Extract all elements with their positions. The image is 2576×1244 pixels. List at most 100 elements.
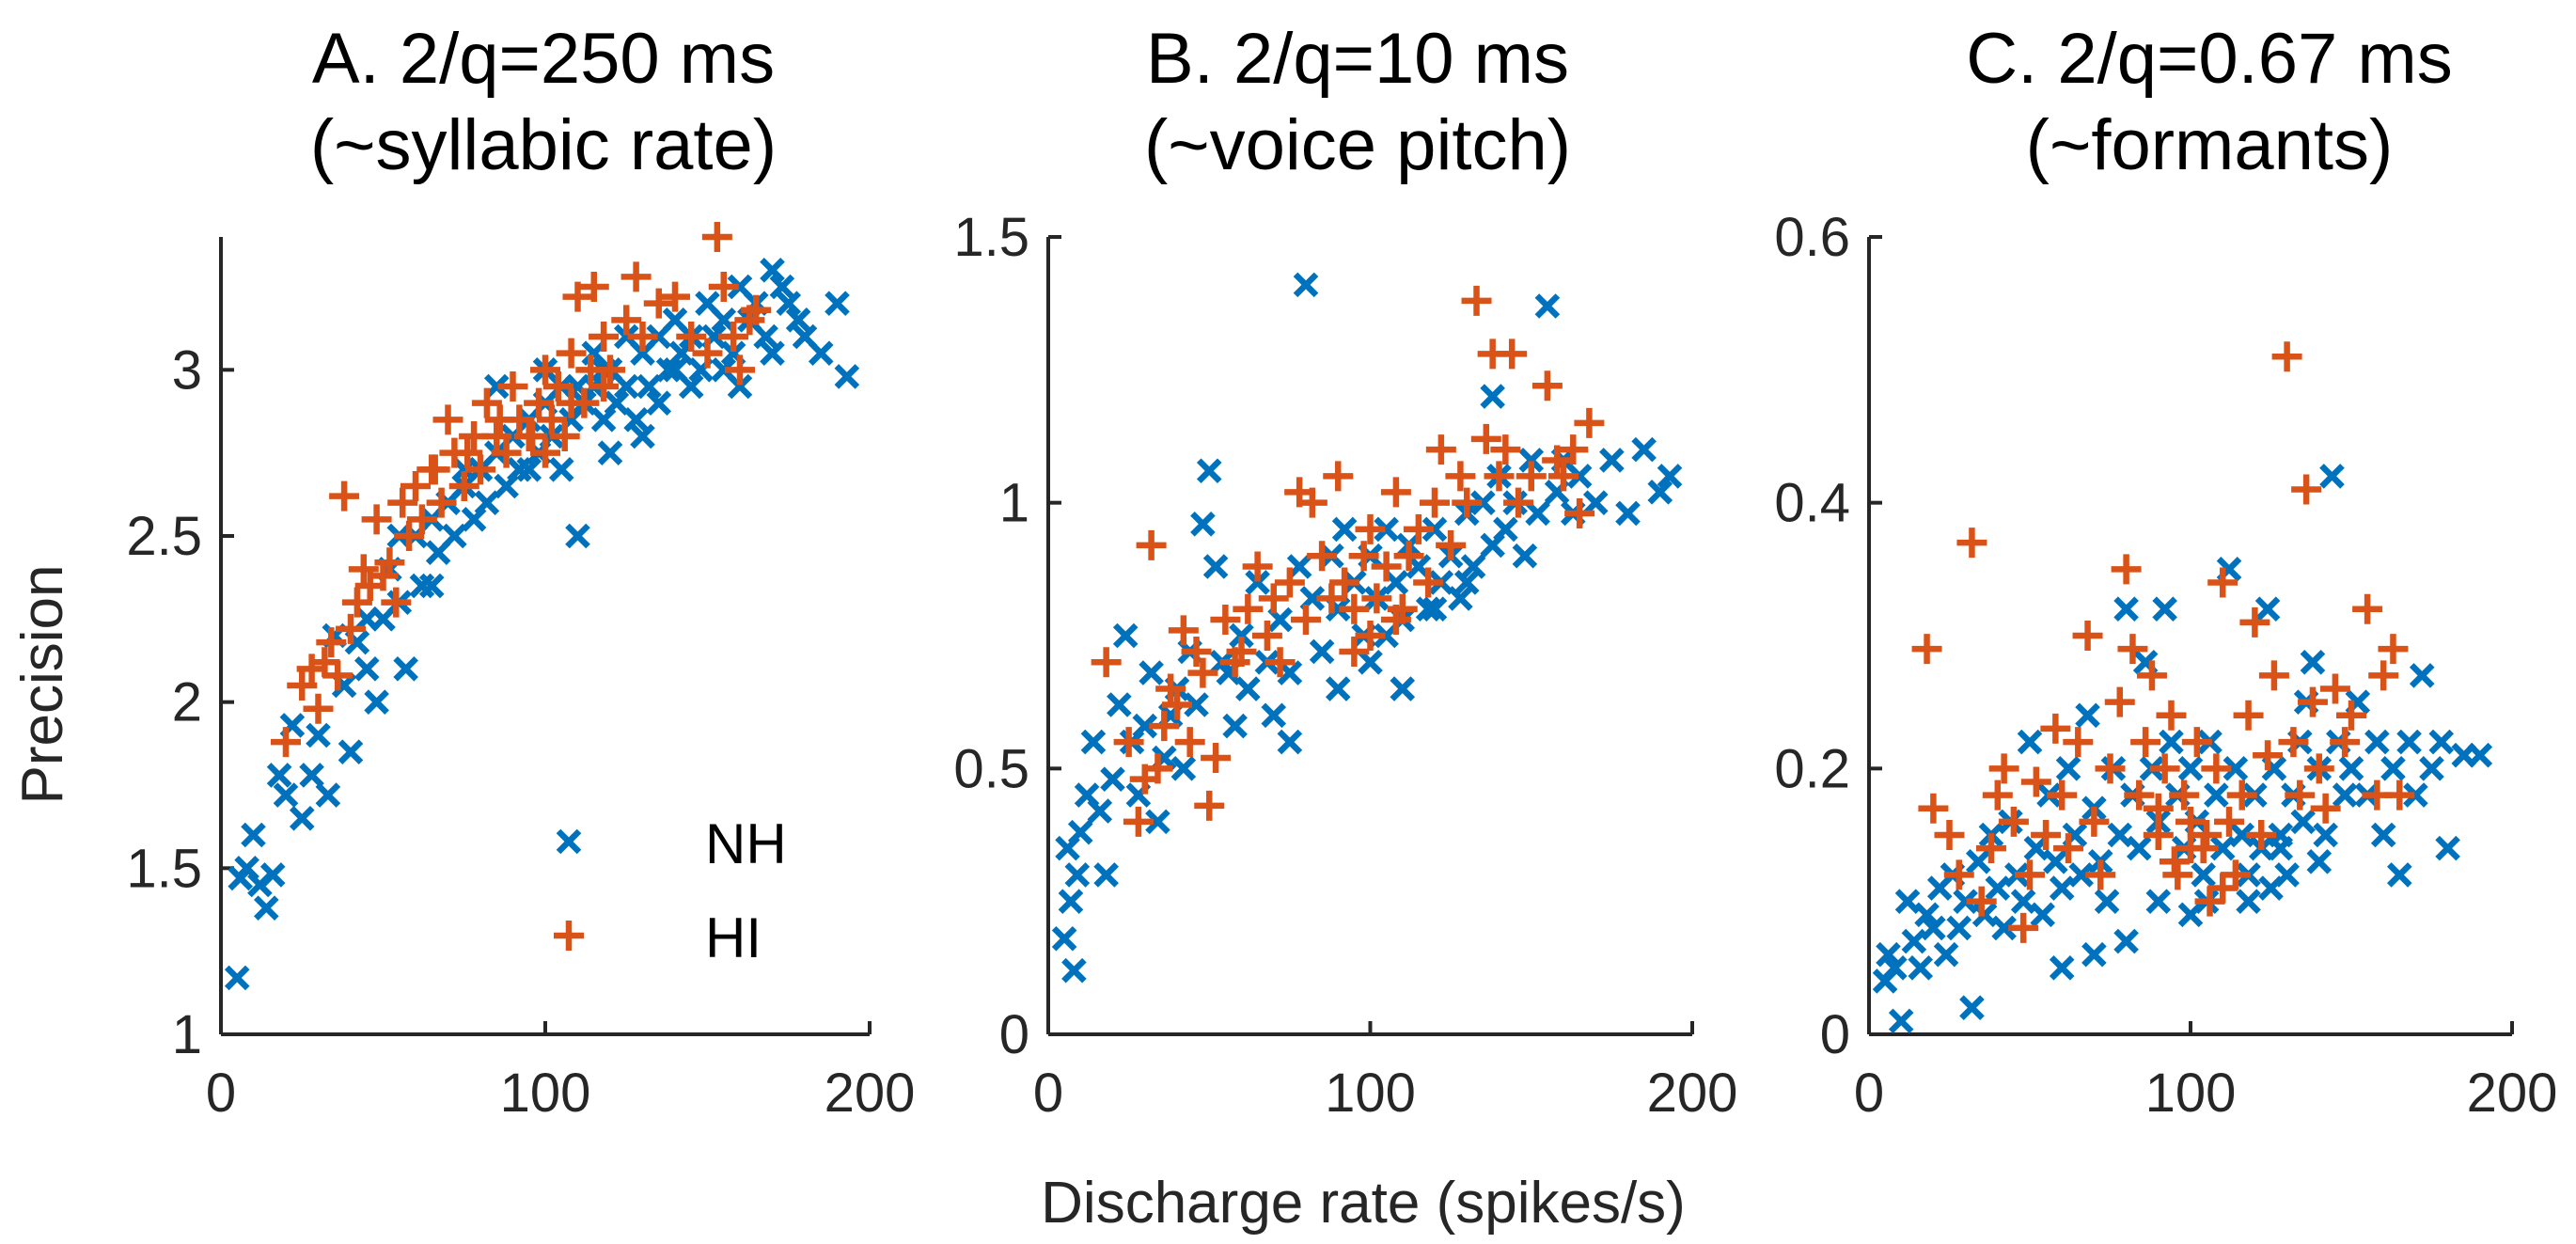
panel-a-point-nh [678,373,704,400]
panel-a-point-hi [336,613,366,644]
panel-c-point-nh [2258,875,2284,901]
panel-a-point-hi [432,404,463,435]
panel-a-point-hi [578,272,609,302]
panel-b-point-hi [1316,583,1347,614]
panel-c-point-hi [2149,753,2180,784]
panel-c-ytick-label: 0.2 [1774,738,1850,799]
panel-c-point-nh [2145,889,2172,914]
panel-a-point-hi [465,454,495,485]
panel-b-point-nh [1145,809,1170,835]
panel-c-point-hi [2368,660,2399,691]
panel-a-ytick-label: 1.5 [126,838,202,899]
panel-b-point-nh [1453,570,1480,595]
panel-b: B. 2/q=10 ms (~voice pitch) 0 0.5 1 1.5 0 100… [953,19,1737,1124]
panel-b-point-hi [1242,551,1273,582]
panel-b-point-hi [1503,487,1534,518]
panel-b-point-hi [1445,461,1476,492]
panel-c-point-nh [1921,915,1946,941]
panel-b-point-hi [1233,593,1264,624]
panel-c-series-hi [1911,341,2415,943]
panel-b-point-nh [1061,957,1087,984]
panel-c-point-hi [2143,793,2174,824]
panel-a-point-hi [271,727,301,758]
panel-c-point-hi [2063,727,2094,758]
panel-b-point-nh [1358,649,1383,675]
panel-b-point-hi [1162,689,1192,720]
panel-c-point-nh [2055,756,2081,781]
panel-b-ytick-label: 0.5 [953,738,1029,799]
panel-b-point-hi [1296,487,1327,518]
panel-a-point-nh [727,373,753,400]
panel-a-point-hi [374,547,405,578]
panel-c-point-nh [2290,809,2316,835]
panel-a-point-nh [299,763,324,788]
panel-b-point-hi [1339,593,1370,624]
panel-a-point-nh [224,965,250,991]
panel-b-point-hi [1201,743,1232,774]
panel-b-point-hi [1461,285,1492,316]
panel-a-point-hi [406,504,437,535]
panel-c-point-hi [2214,806,2245,837]
panel-c-axes: 0 0.2 0.4 0.6 0 100 200 [1774,207,2557,1124]
panel-c-point-nh [2236,889,2261,914]
panel-a-point-hi [542,371,573,402]
panel-b-point-nh [1222,713,1248,739]
panel-b-point-nh [1107,692,1132,717]
panel-b-point-nh [1566,464,1593,489]
panel-c-point-hi [2285,779,2316,811]
panel-c-point-nh [2223,756,2249,781]
panel-c-xtick-label: 0 [1854,1063,1884,1124]
panel-b-point-hi [1531,370,1563,402]
panel-a-point-hi [556,387,587,418]
panel-c-point-hi [2053,833,2084,864]
legend-marker-nh [556,828,582,855]
panel-b-xtick-label: 100 [1325,1063,1416,1124]
panel-a-point-hi [643,288,674,319]
panel-b-point-nh [1422,596,1448,622]
panel-b-point-hi [1403,513,1434,544]
panel-a-point-nh [769,274,795,300]
panel-b-point-hi [1436,529,1467,560]
panel-a-point-nh [565,523,590,549]
panel-b-point-hi [1168,615,1199,646]
panel-b-point-nh [1460,554,1486,579]
panel-a-ytick-label: 2 [172,672,202,733]
panel-a-point-hi [448,471,479,501]
panel-b-point-hi [1210,605,1241,636]
panel-c-marks [1872,341,2493,1034]
panel-c-point-nh [2428,729,2455,755]
panel-a-point-hi [692,338,723,369]
panel-b-point-nh [1331,516,1358,543]
panel-a-point-hi [611,305,642,336]
panel-b-point-nh [1051,925,1077,952]
panel-c-point-hi [1956,528,1987,559]
panel-a-point-nh [266,763,292,788]
panel-c-point-hi [2378,634,2409,665]
panel-c-point-hi [2117,634,2148,665]
panel-c-point-hi [2031,820,2062,850]
panel-c-point-hi [2020,766,2051,797]
panel-a-marks [224,222,860,991]
panel-c-point-hi [2258,660,2289,691]
panel-a-point-hi [426,487,457,518]
panel-b-xtick-label: 0 [1033,1063,1063,1124]
panel-a-point-nh [259,862,286,888]
panel-c-point-hi [1911,634,1942,665]
panel-c-point-hi [1934,820,1965,850]
legend-marker-nh-glyph [556,828,582,855]
panel-c-point-hi [2136,660,2167,691]
panel-b-point-hi [1452,487,1483,518]
panel-a-point-hi [517,421,548,451]
panel-b-subtitle: (~voice pitch) [1144,105,1571,185]
panel-c-point-hi [2008,912,2039,943]
panel-a-point-hi [676,322,707,352]
panel-c-point-nh [2467,742,2493,768]
panel-c-point-hi [1988,753,2019,784]
panel-b-series-nh [1051,272,1683,984]
panel-a-axes: 1 1.5 2 2.5 3 0 100 200 [126,237,915,1124]
panel-b-point-hi [1371,551,1402,582]
panel-a-point-nh [393,656,418,682]
panel-b-point-nh [1235,676,1261,701]
panel-a-point-nh [776,291,802,316]
panel-c-point-hi [2291,474,2322,505]
